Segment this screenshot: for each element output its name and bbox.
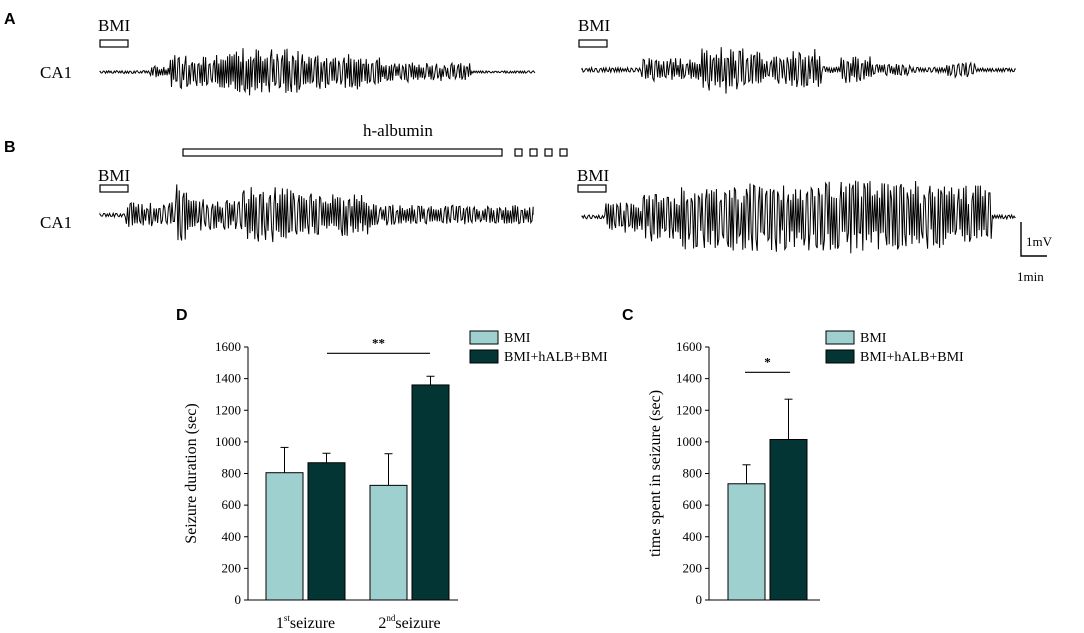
y-tick-label: 600 bbox=[683, 497, 703, 512]
albumin-dash-4 bbox=[559, 148, 568, 157]
bar-bmi-halb-bmi bbox=[769, 439, 808, 601]
bar-bmi bbox=[727, 483, 766, 601]
y-tick-label: 1400 bbox=[215, 371, 241, 386]
bar-bmi bbox=[265, 472, 304, 601]
bmi-label-b-left: BMI bbox=[98, 166, 130, 185]
legend-label: BMI bbox=[860, 331, 887, 346]
eeg-trace-a-left bbox=[99, 48, 536, 96]
legend-swatch bbox=[825, 349, 855, 364]
significance-marker: ** bbox=[372, 335, 385, 350]
albumin-dash-3 bbox=[544, 148, 553, 157]
legend-swatch bbox=[469, 349, 499, 364]
panel-label-d: D bbox=[176, 307, 188, 324]
y-tick-label: 800 bbox=[222, 466, 242, 481]
legend-label: BMI+hALB+BMI bbox=[504, 350, 608, 365]
legend-label: BMI bbox=[504, 331, 531, 346]
bmi-label-a-left: BMI bbox=[98, 16, 130, 35]
significance-marker: * bbox=[764, 354, 771, 369]
eeg-trace-a-right bbox=[581, 47, 1016, 94]
albumin-dash-1 bbox=[514, 148, 523, 157]
y-tick-label: 1600 bbox=[676, 339, 702, 354]
albumin-label: h-albumin bbox=[363, 121, 433, 140]
legend-swatch bbox=[469, 330, 499, 345]
y-tick-label: 0 bbox=[235, 592, 242, 607]
scale-voltage-label: 1mV bbox=[1026, 234, 1053, 249]
y-axis-label: time spent in seizure (sec) bbox=[647, 390, 664, 557]
y-tick-label: 1600 bbox=[215, 339, 241, 354]
panel-label-b: B bbox=[4, 139, 16, 156]
chart-seizure-duration: 0 200 400 600 800 1000 1200 1400 1600 Seizure dur… bbox=[183, 330, 608, 632]
category-label: 2ndseizure bbox=[378, 613, 440, 632]
eeg-trace-b-left bbox=[99, 184, 534, 243]
panel-label-c: C bbox=[622, 307, 634, 324]
legend-swatch bbox=[825, 330, 855, 345]
chart-time-in-seizure: 0 200 400 600 800 1000 1200 1400 1600 time spent … bbox=[647, 330, 964, 607]
bmi-bar-b-right bbox=[577, 184, 607, 193]
channel-label-a: CA1 bbox=[40, 63, 72, 82]
y-tick-label: 800 bbox=[683, 466, 703, 481]
panel-label-a: A bbox=[4, 11, 16, 28]
bmi-label-a-right: BMI bbox=[578, 16, 610, 35]
bar-bmi-halb-bmi bbox=[307, 462, 346, 601]
eeg-trace-b-right bbox=[581, 180, 1016, 254]
y-axis-label: Seizure duration (sec) bbox=[183, 403, 200, 543]
bmi-bar-b-left bbox=[99, 184, 129, 193]
albumin-bar bbox=[182, 148, 503, 157]
y-tick-label: 1000 bbox=[676, 434, 702, 449]
albumin-dash-2 bbox=[529, 148, 538, 157]
scale-time-label: 1min bbox=[1017, 269, 1044, 284]
y-tick-label: 400 bbox=[222, 529, 242, 544]
category-label: 1stseizure bbox=[276, 613, 335, 632]
bar-bmi-halb-bmi bbox=[411, 384, 450, 601]
legend-label: BMI+hALB+BMI bbox=[860, 350, 964, 365]
y-tick-label: 1400 bbox=[676, 371, 702, 386]
y-tick-label: 0 bbox=[696, 592, 703, 607]
bmi-label-b-right: BMI bbox=[577, 166, 609, 185]
y-tick-label: 400 bbox=[683, 529, 703, 544]
y-tick-label: 1200 bbox=[676, 402, 702, 417]
bmi-bar-a-left bbox=[99, 39, 129, 48]
channel-label-b: CA1 bbox=[40, 213, 72, 232]
scale-bar bbox=[1020, 222, 1047, 257]
y-tick-label: 200 bbox=[683, 560, 703, 575]
bmi-bar-a-right bbox=[578, 39, 608, 48]
bar-bmi bbox=[369, 484, 408, 601]
y-tick-label: 200 bbox=[222, 560, 242, 575]
y-tick-label: 1200 bbox=[215, 402, 241, 417]
y-tick-label: 600 bbox=[222, 497, 242, 512]
y-tick-label: 1000 bbox=[215, 434, 241, 449]
